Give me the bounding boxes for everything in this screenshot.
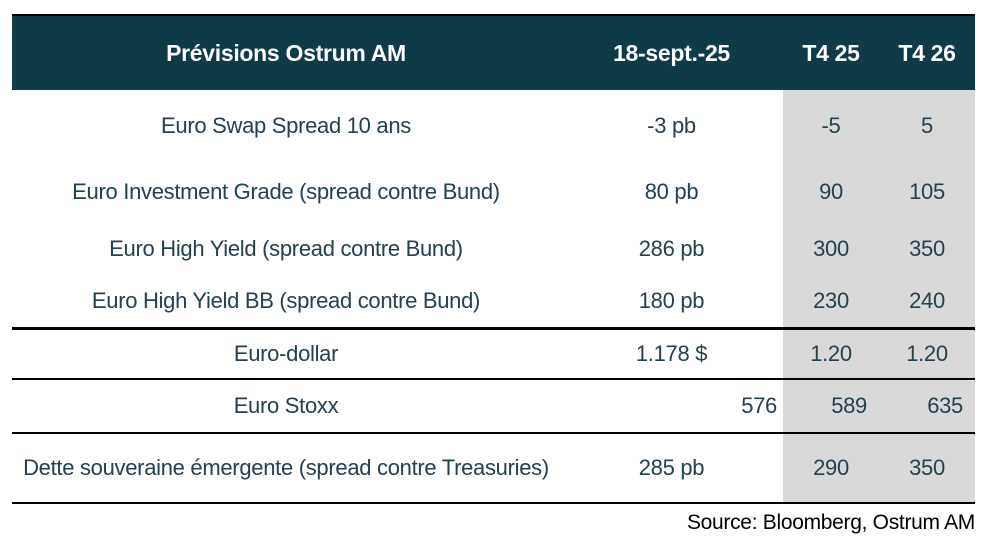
table-row: Euro High Yield BB (spread contre Bund) … — [12, 275, 975, 327]
row-label: Euro High Yield BB (spread contre Bund) — [91, 288, 481, 313]
forecast-table: Prévisions Ostrum AM 18-sept.-25 T4 25 T… — [12, 14, 975, 535]
t4-26-value: 350 — [879, 222, 975, 275]
t4-26-value: 350 — [879, 434, 975, 502]
row-label: Dette souveraine émergente (spread contr… — [23, 455, 549, 480]
current-value: 180 pb — [638, 288, 705, 313]
t4-26-value: 1.20 — [879, 330, 975, 378]
row-label: Euro Stoxx — [233, 393, 339, 418]
current-value: 285 pb — [638, 455, 705, 480]
table-header-row: Prévisions Ostrum AM 18-sept.-25 T4 25 T… — [12, 14, 975, 90]
current-value: -3 pb — [647, 113, 696, 138]
row-label: Euro High Yield (spread contre Bund) — [109, 235, 463, 261]
current-value: 576 — [741, 393, 777, 418]
header-t4-26-column: T4 26 — [898, 39, 956, 66]
header-date-column: 18-sept.-25 — [613, 39, 730, 66]
row-label: Euro Investment Grade (spread contre Bun… — [72, 179, 500, 204]
table-row: Euro Swap Spread 10 ans -3 pb -5 5 — [12, 90, 975, 162]
t4-26-value: 105 — [879, 162, 975, 222]
current-value: 1.178 $ — [635, 341, 708, 366]
header-t4-25-column: T4 25 — [802, 39, 860, 66]
t4-25-value: -5 — [783, 90, 879, 162]
t4-25-value: 300 — [783, 222, 879, 275]
t4-25-value: 589 — [783, 380, 879, 432]
t4-26-value: 5 — [879, 90, 975, 162]
header-title: Prévisions Ostrum AM — [166, 39, 406, 66]
table-row: Euro Stoxx 576 589 635 — [12, 378, 975, 432]
t4-25-value: 230 — [783, 275, 879, 327]
table-row: Euro Investment Grade (spread contre Bun… — [12, 162, 975, 222]
table-row: Dette souveraine émergente (spread contr… — [12, 432, 975, 502]
current-value: 286 pb — [638, 235, 705, 261]
t4-25-value: 90 — [783, 162, 879, 222]
row-label: Euro Swap Spread 10 ans — [161, 113, 411, 138]
t4-25-value: 290 — [783, 434, 879, 502]
t4-26-value: 635 — [879, 380, 975, 432]
row-label: Euro-dollar — [233, 341, 339, 366]
table-row: Euro High Yield (spread contre Bund) 286… — [12, 222, 975, 275]
current-value: 80 pb — [644, 179, 699, 204]
source-attribution: Source: Bloomberg, Ostrum AM — [686, 511, 975, 534]
table-row: Euro-dollar 1.178 $ 1.20 1.20 — [12, 327, 975, 378]
t4-26-value: 240 — [879, 275, 975, 327]
table-bottom-rule — [12, 502, 975, 504]
t4-25-value: 1.20 — [783, 330, 879, 378]
